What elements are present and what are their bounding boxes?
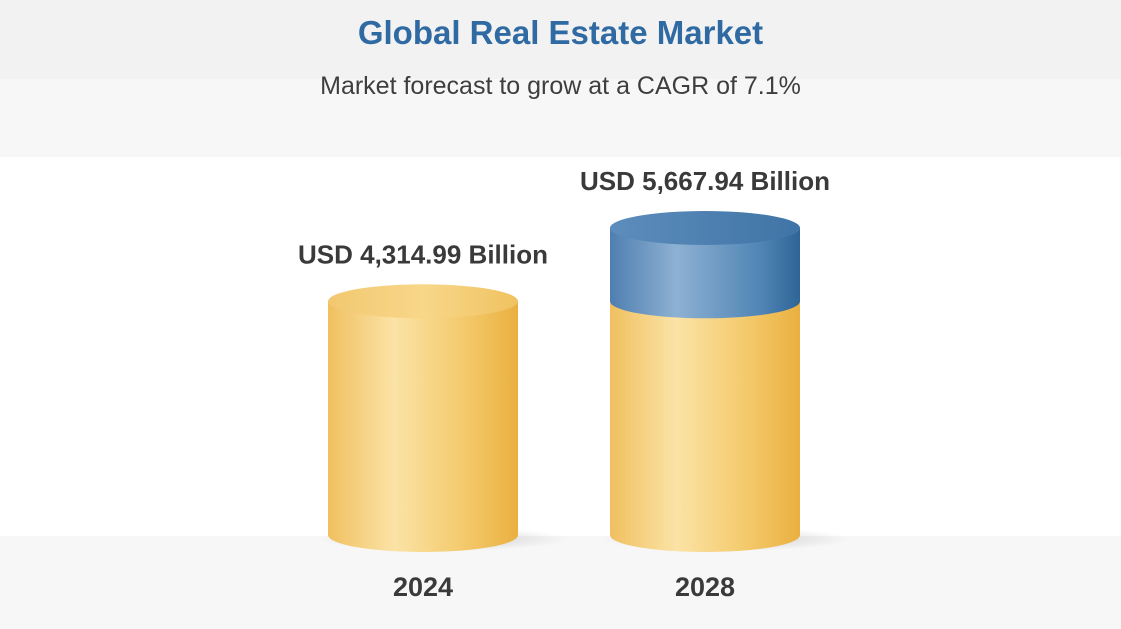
data-label-2024: USD 4,314.99 Billion: [298, 239, 548, 269]
subtitle-band: [0, 79, 1121, 157]
bar-2024: [328, 301, 518, 552]
bar-top-2028: [610, 211, 800, 245]
x-tick-label-2024: 2024: [393, 572, 453, 602]
chart-subtitle: Market forecast to grow at a CAGR of 7.1…: [320, 72, 801, 100]
title-band: [0, 0, 1121, 79]
data-label-2028: USD 5,667.94 Billion: [580, 166, 830, 196]
x-tick-label-2028: 2028: [675, 572, 735, 602]
bar-base-segment-2028: [610, 301, 800, 552]
axis-band: [0, 536, 1121, 629]
chart-title: Global Real Estate Market: [357, 14, 764, 51]
bar-top-2024: [328, 284, 518, 319]
bar-growth-segment-2028: [610, 228, 800, 319]
